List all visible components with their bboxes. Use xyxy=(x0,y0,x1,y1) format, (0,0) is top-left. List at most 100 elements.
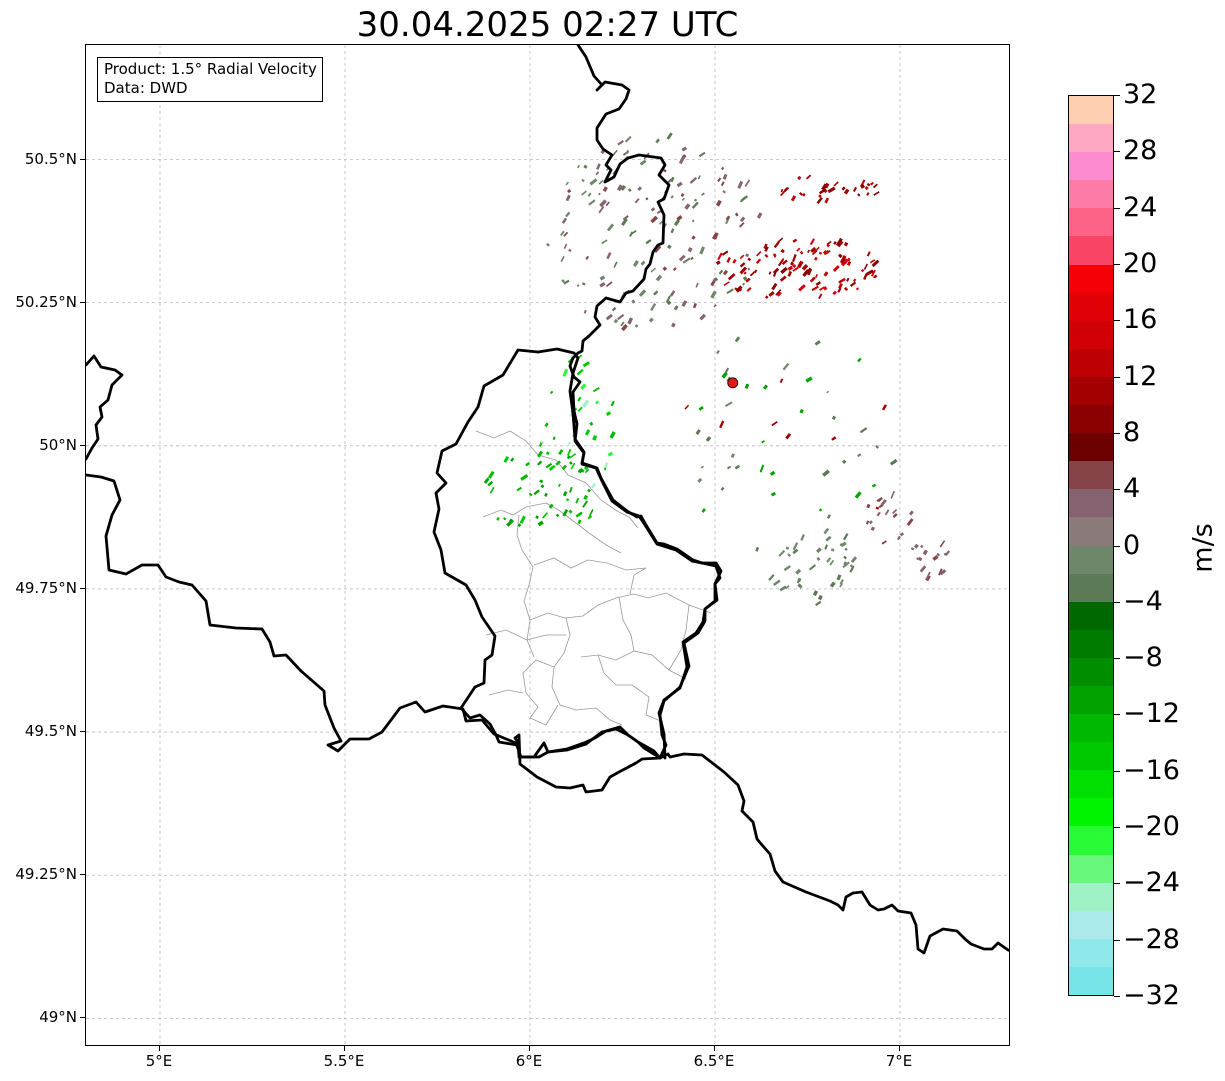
velocity-pixel xyxy=(782,362,790,371)
velocity-pixel xyxy=(863,273,868,280)
velocity-pixel xyxy=(542,512,549,519)
velocity-pixel xyxy=(763,243,768,250)
velocity-pixel xyxy=(666,300,672,306)
colorbar-segment xyxy=(1069,96,1113,125)
velocity-pixel xyxy=(785,432,792,440)
lat-tick xyxy=(80,158,85,160)
colorbar-tick xyxy=(1114,432,1120,434)
colorbar-segment xyxy=(1069,601,1113,630)
velocity-pixel xyxy=(718,269,724,275)
velocity-pixel xyxy=(561,464,567,471)
velocity-pixel xyxy=(611,306,617,312)
lon-tick-label: 7°E xyxy=(885,1052,913,1070)
velocity-pixel xyxy=(771,420,778,427)
velocity-pixel xyxy=(548,464,556,471)
velocity-pixel xyxy=(727,273,736,281)
velocity-pixel xyxy=(795,568,802,575)
velocity-pixel xyxy=(792,542,799,551)
velocity-pixel xyxy=(880,499,887,507)
velocity-pixel xyxy=(690,256,694,261)
colorbar-tick xyxy=(1114,714,1120,716)
velocity-pixel xyxy=(725,217,730,225)
velocity-pixel xyxy=(732,258,737,264)
velocity-pixel xyxy=(747,267,751,271)
velocity-pixel xyxy=(726,288,734,295)
velocity-pixel xyxy=(780,266,788,275)
velocity-pixel xyxy=(860,268,865,273)
velocity-pixel xyxy=(792,238,798,243)
velocity-pixel xyxy=(772,267,780,275)
velocity-pixel xyxy=(734,464,741,470)
velocity-pixel xyxy=(814,340,821,346)
colorbar-segment xyxy=(1069,489,1113,518)
velocity-pixel xyxy=(818,187,827,195)
velocity-pixel xyxy=(833,181,839,187)
velocity-pixel xyxy=(726,257,731,263)
velocity-pixel xyxy=(826,240,832,246)
colorbar-segment xyxy=(1069,405,1113,434)
velocity-pixel xyxy=(870,526,875,531)
colorbar-segment xyxy=(1069,236,1113,265)
velocity-pixel xyxy=(726,376,731,382)
velocity-pixel xyxy=(876,511,881,517)
velocity-pixel xyxy=(823,527,830,535)
velocity-pixel xyxy=(503,517,507,521)
velocity-pixel xyxy=(575,511,583,518)
velocity-pixel xyxy=(569,453,577,459)
velocity-pixel xyxy=(577,396,582,402)
velocity-pixel xyxy=(609,431,616,439)
velocity-pixel xyxy=(700,465,704,469)
velocity-pixel xyxy=(840,258,849,267)
velocity-pixel xyxy=(715,260,721,265)
velocity-pixel xyxy=(720,181,725,187)
velocity-pixel xyxy=(785,546,790,550)
velocity-pixel xyxy=(539,479,544,484)
velocity-pixel xyxy=(506,519,515,527)
velocity-pixel xyxy=(784,585,790,590)
velocity-pixel xyxy=(503,455,510,463)
velocity-pixel xyxy=(588,508,594,517)
velocity-pixel xyxy=(827,186,836,194)
velocity-pixel xyxy=(841,459,847,465)
velocity-pixel xyxy=(576,284,580,288)
velocity-pixel xyxy=(746,287,752,292)
velocity-pixel xyxy=(771,282,778,291)
velocity-pixel xyxy=(866,251,871,257)
colorbar-segment xyxy=(1069,798,1113,827)
velocity-pixel xyxy=(719,420,725,429)
velocity-pixel xyxy=(781,259,788,265)
velocity-pixel xyxy=(670,228,675,234)
velocity-pixel xyxy=(832,265,840,272)
velocity-pixel xyxy=(938,568,943,576)
velocity-pixel xyxy=(826,390,830,394)
velocity-pixel xyxy=(844,286,849,292)
velocity-pixel xyxy=(744,179,751,187)
velocity-pixel xyxy=(599,282,606,288)
velocity-pixel xyxy=(569,486,573,493)
velocity-pixel xyxy=(592,434,598,441)
velocity-pixel xyxy=(779,275,787,282)
lon-tick xyxy=(899,1046,900,1051)
velocity-pixel xyxy=(824,197,830,204)
colorbar-tick xyxy=(1114,489,1120,491)
velocity-pixel xyxy=(781,258,785,263)
velocity-pixel xyxy=(813,246,820,254)
velocity-pixel xyxy=(645,197,649,201)
velocity-pixel xyxy=(764,295,769,300)
map-panel[interactable] xyxy=(85,44,1010,1046)
velocity-pixel xyxy=(769,470,776,476)
velocity-pixel xyxy=(876,496,883,503)
velocity-pixel xyxy=(857,193,861,197)
velocity-pixel xyxy=(583,309,587,314)
velocity-pixel xyxy=(581,282,586,286)
velocity-pixel xyxy=(602,186,608,192)
velocity-pixel xyxy=(791,253,797,263)
velocity-pixel xyxy=(676,181,683,188)
velocity-pixel xyxy=(846,260,852,266)
velocity-pixel xyxy=(839,579,844,585)
velocity-pixel xyxy=(712,233,718,240)
velocity-pixel xyxy=(715,199,722,207)
velocity-pixel xyxy=(896,535,901,541)
velocity-pixel xyxy=(544,492,548,497)
velocity-pixel xyxy=(555,513,560,518)
